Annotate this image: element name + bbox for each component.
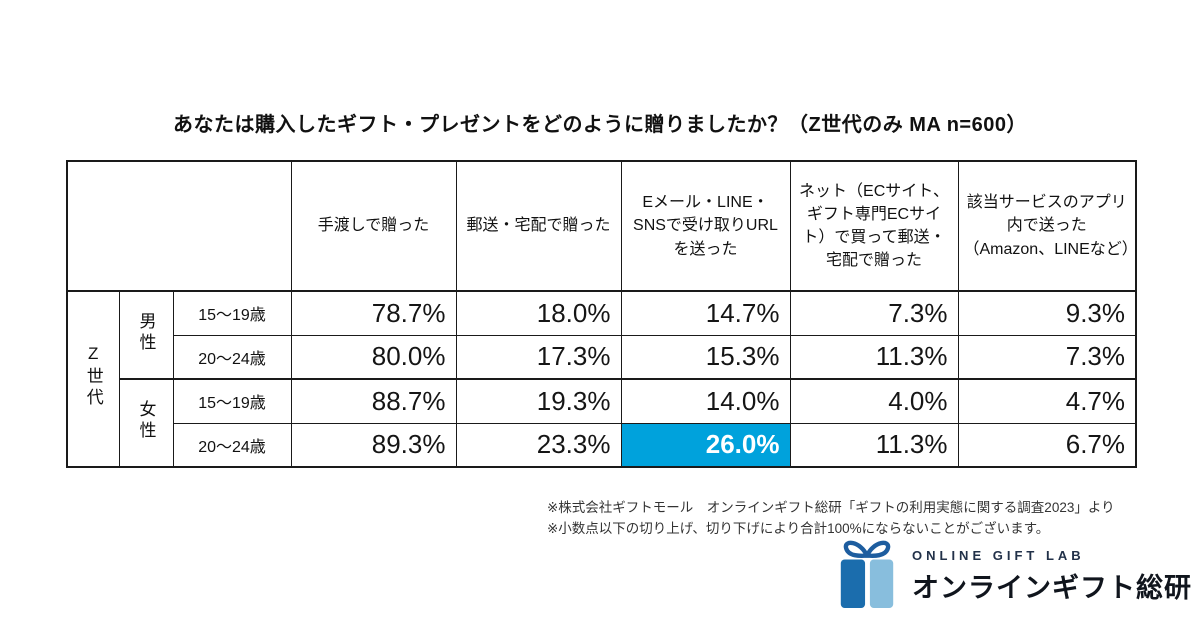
value-cell: 17.3% — [455, 334, 622, 380]
table-header-row: 手渡しで贈った 郵送・宅配で贈った Eメール・LINE・SNSで受け取りURLを… — [66, 160, 1137, 292]
value-cell: 6.7% — [957, 422, 1137, 468]
value-cell: 78.7% — [290, 290, 457, 336]
gift-box-icon — [834, 536, 900, 617]
value-cell: 14.0% — [620, 378, 791, 424]
value-cell: 18.0% — [455, 290, 622, 336]
generation-label-cell: Z世代 — [66, 290, 120, 468]
logo-text-block: ONLINE GIFT LAB オンラインギフト総研 — [912, 548, 1192, 605]
logo-en-text: ONLINE GIFT LAB — [912, 548, 1085, 563]
age-label: 20〜24歳 — [172, 334, 292, 380]
age-label: 15〜19歳 — [172, 378, 292, 424]
column-header-mail-delivery: 郵送・宅配で贈った — [455, 160, 622, 292]
value-cell: 4.0% — [789, 378, 959, 424]
age-label: 20〜24歳 — [172, 422, 292, 468]
column-header-hand-delivered: 手渡しで贈った — [290, 160, 457, 292]
value-cell: 89.3% — [290, 422, 457, 468]
rounding-note: ※小数点以下の切り上げ、切り下げにより合計100%にならないことがございます。 — [547, 520, 1050, 536]
gender-male-label: 男性 — [136, 311, 156, 354]
gender-female-cell: 女性 — [118, 378, 174, 468]
generation-label: Z世代 — [83, 344, 103, 409]
table-row-female-20-24: 20〜24歳 89.3% 23.3% 26.0% 11.3% 6.7% — [67, 422, 1137, 468]
online-gift-lab-logo: ONLINE GIFT LAB オンラインギフト総研 — [834, 536, 1192, 617]
survey-table: 手渡しで贈った 郵送・宅配で贈った Eメール・LINE・SNSで受け取りURLを… — [66, 160, 1137, 468]
value-cell: 23.3% — [455, 422, 622, 468]
value-cell: 19.3% — [455, 378, 622, 424]
value-cell-highlighted: 26.0% — [620, 422, 791, 468]
corner-cell — [66, 160, 292, 292]
value-cell: 11.3% — [789, 334, 959, 380]
page-title: あなたは購入したギフト・プレゼントをどのように贈りましたか？（Z世代のみ MA … — [173, 114, 1027, 136]
gender-female-label: 女性 — [136, 399, 156, 442]
table-row-male-15-19: Z世代 男性 15〜19歳 78.7% 18.0% 14.7% 7.3% 9.3… — [66, 290, 1137, 468]
value-cell: 80.0% — [290, 334, 457, 380]
source-note: ※株式会社ギフトモール オンラインギフト総研「ギフトの利用実態に関する調査202… — [547, 500, 1115, 515]
value-cell: 15.3% — [620, 334, 791, 380]
column-header-ec-site: ネット（ECサイト、ギフト専門ECサイト）で買って郵送・宅配で贈った — [789, 160, 959, 292]
table-row-female-15-19: 女性 15〜19歳 88.7% 19.3% 14.0% 4.0% 4.7% — [67, 378, 1137, 468]
table-row-male-20-24: 20〜24歳 80.0% 17.3% 15.3% 11.3% 7.3% — [67, 334, 1137, 380]
column-header-in-app: 該当サービスのアプリ内で送った（Amazon、LINEなど） — [957, 160, 1137, 292]
value-cell: 4.7% — [957, 378, 1137, 424]
footnotes: ※株式会社ギフトモール オンラインギフト総研「ギフトの利用実態に関する調査202… — [547, 498, 1115, 540]
value-cell: 11.3% — [789, 422, 959, 468]
value-cell: 88.7% — [290, 378, 457, 424]
logo-ja-text: オンラインギフト総研 — [912, 573, 1192, 603]
value-cell: 14.7% — [620, 290, 791, 336]
column-header-email-line-sns: Eメール・LINE・SNSで受け取りURLを送った — [620, 160, 791, 292]
value-cell: 7.3% — [957, 334, 1137, 380]
age-label: 15〜19歳 — [172, 290, 292, 336]
value-cell: 7.3% — [789, 290, 959, 336]
gender-male-cell: 男性 — [118, 290, 174, 380]
value-cell: 9.3% — [957, 290, 1137, 336]
